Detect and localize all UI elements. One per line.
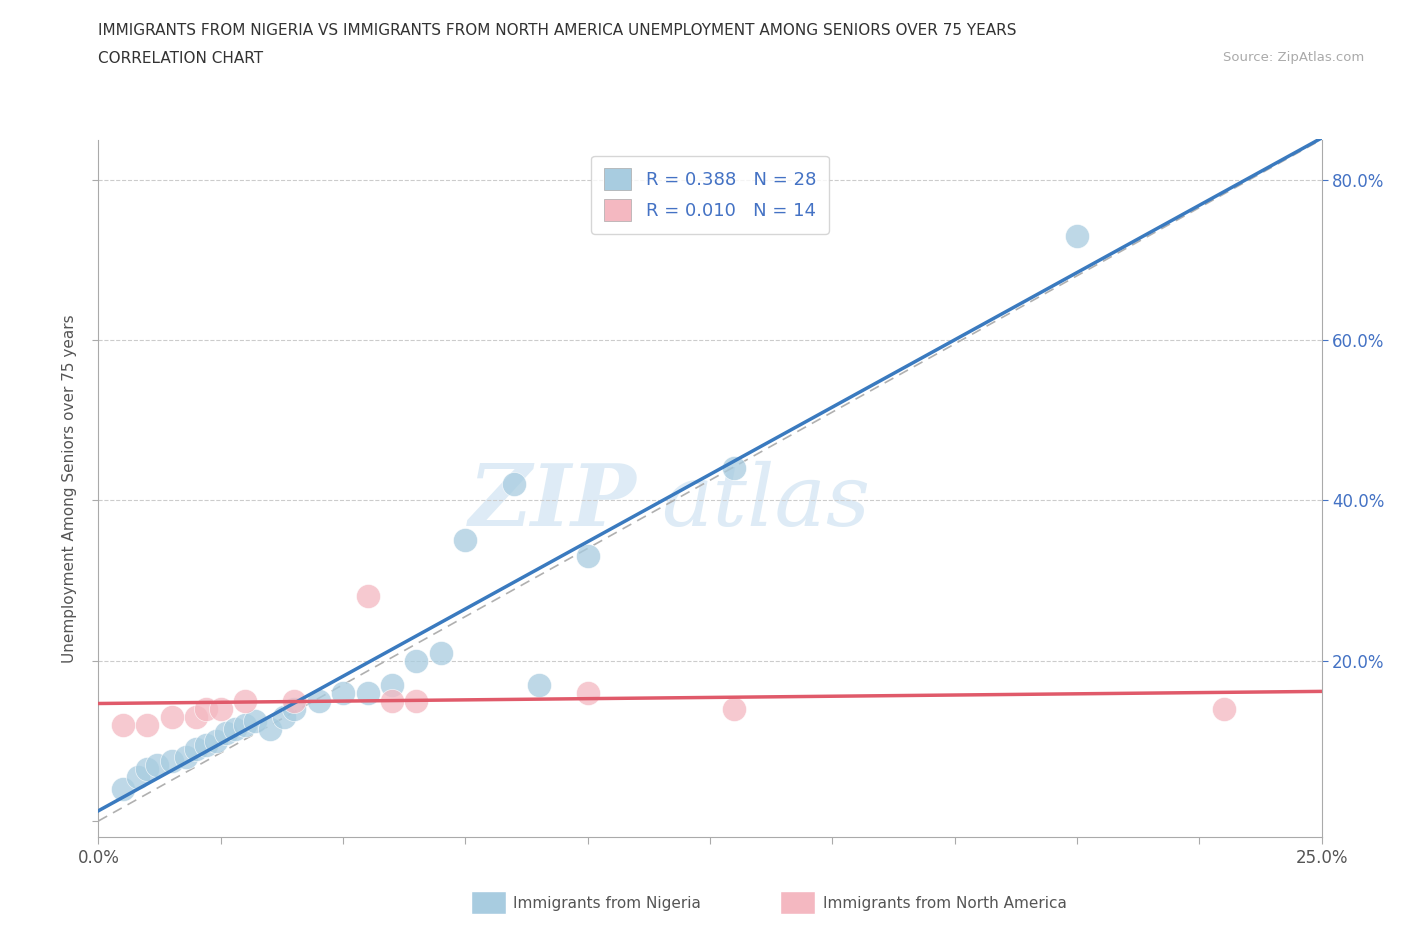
Point — [111, 781, 134, 796]
Point — [127, 769, 149, 784]
Point — [1212, 701, 1234, 716]
Point — [283, 701, 305, 716]
Text: ZIP: ZIP — [468, 460, 637, 544]
Point — [405, 693, 427, 708]
Point — [136, 762, 159, 777]
Point — [1066, 228, 1088, 243]
Point — [186, 710, 208, 724]
Point — [176, 750, 198, 764]
Point — [243, 713, 266, 728]
Point — [356, 685, 378, 700]
Point — [576, 685, 599, 700]
Text: Source: ZipAtlas.com: Source: ZipAtlas.com — [1223, 51, 1364, 64]
Point — [405, 653, 427, 668]
Point — [381, 677, 404, 692]
Text: IMMIGRANTS FROM NIGERIA VS IMMIGRANTS FROM NORTH AMERICA UNEMPLOYMENT AMONG SENI: IMMIGRANTS FROM NIGERIA VS IMMIGRANTS FR… — [98, 23, 1017, 38]
Point — [723, 701, 745, 716]
Point — [146, 757, 169, 772]
Point — [308, 693, 330, 708]
Point — [214, 725, 236, 740]
Legend: R = 0.388   N = 28, R = 0.010   N = 14: R = 0.388 N = 28, R = 0.010 N = 14 — [592, 155, 828, 233]
Point — [503, 477, 526, 492]
Point — [205, 734, 228, 749]
Point — [332, 685, 354, 700]
Point — [160, 753, 183, 768]
Point — [160, 710, 183, 724]
Y-axis label: Unemployment Among Seniors over 75 years: Unemployment Among Seniors over 75 years — [62, 314, 77, 662]
Point — [136, 717, 159, 732]
Point — [723, 460, 745, 475]
Point — [527, 677, 550, 692]
Point — [195, 701, 218, 716]
Point — [283, 693, 305, 708]
Point — [186, 741, 208, 756]
Point — [195, 737, 218, 752]
Point — [209, 701, 232, 716]
Point — [273, 710, 295, 724]
Point — [111, 717, 134, 732]
Point — [233, 693, 256, 708]
Point — [224, 722, 246, 737]
Text: atlas: atlas — [661, 461, 870, 543]
Point — [576, 549, 599, 564]
Point — [430, 645, 453, 660]
Text: Immigrants from Nigeria: Immigrants from Nigeria — [513, 896, 702, 910]
Point — [233, 717, 256, 732]
Point — [356, 589, 378, 604]
Point — [259, 722, 281, 737]
Point — [381, 693, 404, 708]
Point — [454, 533, 477, 548]
Text: Immigrants from North America: Immigrants from North America — [823, 896, 1066, 910]
Text: CORRELATION CHART: CORRELATION CHART — [98, 51, 263, 66]
